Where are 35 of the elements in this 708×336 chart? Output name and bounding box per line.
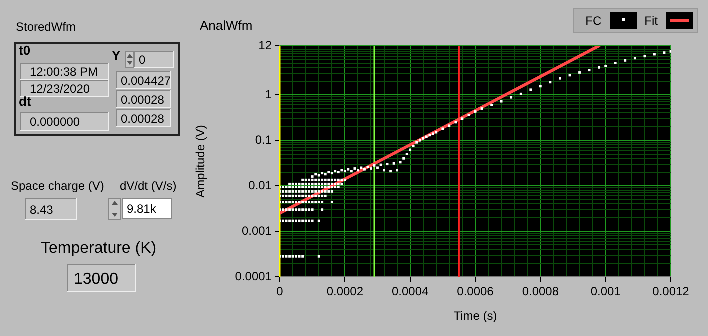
y-axis-title: Amplitude (V) (194, 125, 208, 198)
x-tick-label: 0.0012 (652, 284, 690, 299)
text: 0.004427 (116, 71, 172, 89)
x-tick-label: 0.0008 (522, 284, 560, 299)
x-tick-label: 0 (276, 284, 284, 299)
text: Temperature (K) (41, 240, 158, 259)
y-tick-label: 0.1 (255, 132, 272, 147)
legend-label: FC (586, 14, 602, 28)
x-tick-label: 0.0002 (326, 284, 364, 299)
text: 0.00028 (116, 109, 171, 127)
x-tick-label: 0.0004 (392, 284, 430, 299)
text: 0.000000 (20, 112, 109, 131)
text: 9.81k (122, 198, 172, 219)
y-tick-label: 0.01 (248, 178, 272, 192)
y-tick-label: 0.0001 (235, 269, 272, 284)
legend-label: Fit (644, 14, 658, 28)
text: StoredWfm (16, 20, 76, 34)
x-tick-label: 0.001 (590, 284, 622, 299)
text: 12:00:38 PM (20, 63, 109, 80)
text: 0 (134, 51, 174, 68)
text: 0.00028 (116, 90, 171, 108)
text: 12/23/2020 (20, 80, 109, 97)
text: t0 (19, 43, 32, 60)
x-tick-label: 0.0006 (457, 284, 494, 299)
chart-title: AnalWfm (200, 18, 253, 33)
text: dV/dt (V/s) (120, 179, 178, 195)
text: dt (19, 94, 32, 111)
y-tick-label: 0.001 (242, 224, 272, 238)
y-tick-label: 1 (265, 87, 272, 102)
x-axis-title: Time (s) (454, 309, 498, 324)
y-tick-label: 12 (258, 38, 272, 52)
text: Space charge (V) (11, 179, 106, 195)
text: 13000 (67, 264, 136, 292)
text: Y (112, 48, 122, 65)
text: 8.43 (25, 198, 77, 220)
